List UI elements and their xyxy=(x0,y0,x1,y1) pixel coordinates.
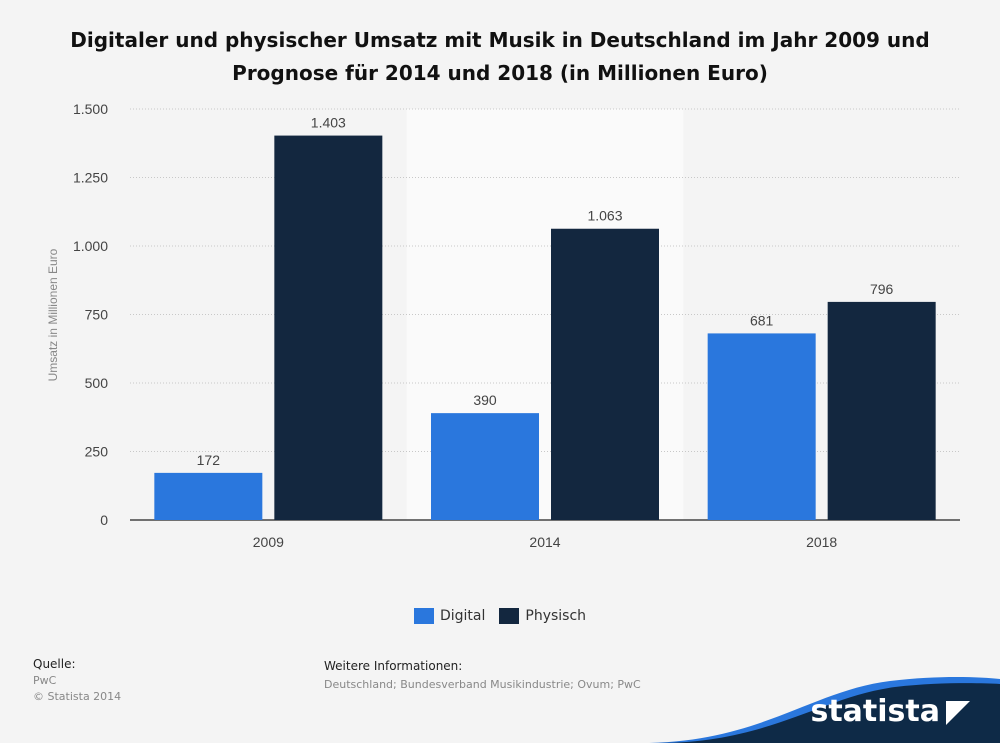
y-tick-label: 1.000 xyxy=(73,238,108,254)
bar-physisch-2018[interactable] xyxy=(827,301,936,520)
bar-physisch-2014[interactable] xyxy=(551,228,659,520)
bar-digital-2014[interactable] xyxy=(431,413,539,520)
y-tick-label: 750 xyxy=(85,307,109,323)
legend-swatch-physisch xyxy=(499,608,520,624)
legend: Digital Physisch xyxy=(0,608,1000,624)
y-tick-label: 250 xyxy=(85,444,109,460)
brand-logo-text: statista xyxy=(810,694,940,729)
y-tick-label: 500 xyxy=(85,375,109,391)
x-tick-label: 2014 xyxy=(529,534,560,550)
legend-item-digital[interactable]: Digital xyxy=(413,608,486,624)
bar-digital-2009[interactable] xyxy=(154,472,263,520)
data-label: 681 xyxy=(750,312,774,328)
y-tick-label: 0 xyxy=(100,512,108,528)
data-label: 796 xyxy=(870,281,894,297)
copyright-text: © Statista 2014 xyxy=(33,690,122,703)
bar-physisch-2009[interactable] xyxy=(274,135,383,520)
info-text: Deutschland; Bundesverband Musikindustri… xyxy=(324,678,641,691)
x-tick-label: 2018 xyxy=(806,534,837,550)
statista-logo-icon xyxy=(946,701,970,725)
legend-label-digital: Digital xyxy=(439,608,486,624)
legend-swatch-digital xyxy=(413,608,434,624)
x-tick-label: 2009 xyxy=(253,534,284,550)
info-heading: Weitere Informationen: xyxy=(324,659,463,673)
y-tick-label: 1.250 xyxy=(73,170,108,186)
brand-banner: statista xyxy=(640,673,1000,743)
data-label: 390 xyxy=(473,392,497,408)
y-tick-label: 1.500 xyxy=(73,101,108,117)
source-heading: Quelle: xyxy=(33,657,76,671)
legend-item-physisch[interactable]: Physisch xyxy=(499,608,586,624)
y-axis-label: Umsatz in Millionen Euro xyxy=(46,248,60,381)
chart-title: Digitaler und physischer Umsatz mit Musi… xyxy=(70,28,930,85)
legend-label-physisch: Physisch xyxy=(525,608,587,624)
bar-chart: 0 250 500 750 1.000 1.250 1.500 172 1.403 2009 39… xyxy=(46,101,960,550)
data-label: 1.403 xyxy=(311,115,346,131)
source-text: PwC xyxy=(33,674,57,687)
data-label: 172 xyxy=(197,452,221,468)
data-label: 1.063 xyxy=(587,208,622,224)
bar-digital-2018[interactable] xyxy=(707,333,816,520)
